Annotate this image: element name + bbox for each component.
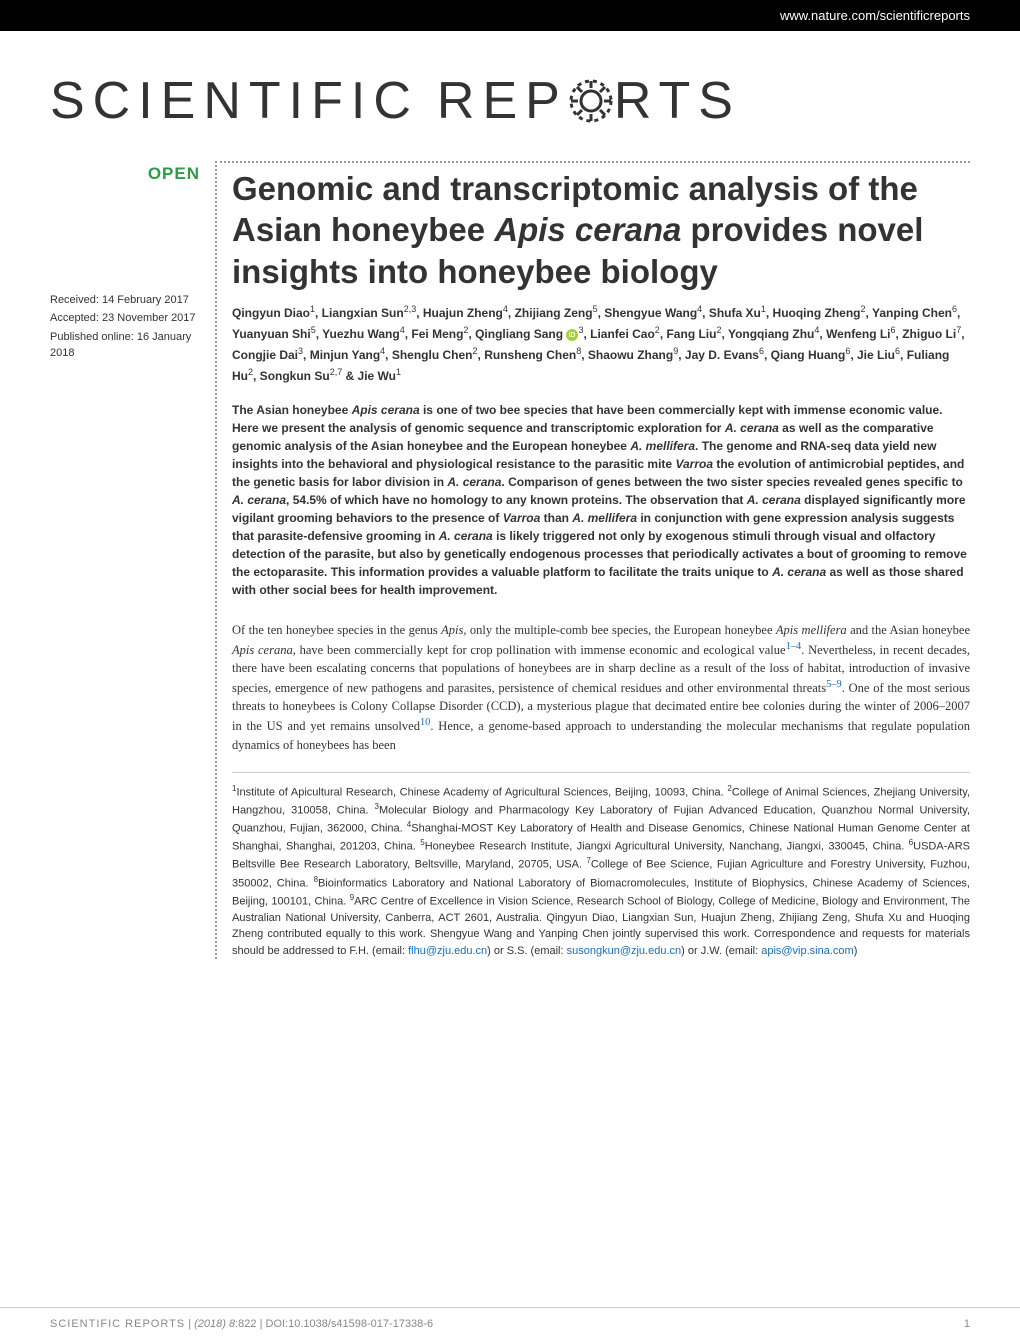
logo-text-2: REP bbox=[437, 71, 568, 131]
article-title: Genomic and transcriptomic analysis of t… bbox=[232, 168, 970, 292]
logo-text-1: SCIENTIFIC bbox=[50, 71, 419, 131]
journal-url-link[interactable]: www.nature.com/scientificreports bbox=[780, 8, 970, 23]
accepted-date: Accepted: 23 November 2017 bbox=[50, 310, 200, 327]
author-list: Qingyun Diao1, Liangxian Sun2,3, Huajun … bbox=[232, 302, 970, 387]
open-access-badge: OPEN bbox=[50, 161, 200, 187]
orcid-icon bbox=[566, 329, 578, 341]
title-species: Apis cerana bbox=[494, 211, 681, 248]
footer-journal-name: SCIENTIFIC REPORTS bbox=[50, 1318, 185, 1330]
footer-citation: SCIENTIFIC REPORTS | (2018) 8:822 | DOI:… bbox=[50, 1318, 433, 1330]
abstract: The Asian honeybee Apis cerana is one of… bbox=[232, 401, 970, 599]
page-number: 1 bbox=[964, 1318, 970, 1330]
main-column: Genomic and transcriptomic analysis of t… bbox=[215, 161, 970, 959]
footer-doi: | (2018) 8:822 | DOI:10.1038/s41598-017-… bbox=[188, 1318, 433, 1330]
published-date: Published online: 16 January 2018 bbox=[50, 329, 200, 362]
body-paragraph: Of the ten honeybee species in the genus… bbox=[232, 621, 970, 754]
received-date: Received: 14 February 2017 bbox=[50, 292, 200, 309]
header-bar: www.nature.com/scientificreports bbox=[0, 0, 1020, 31]
logo-text-3: RTS bbox=[614, 71, 741, 131]
affiliations: 1Institute of Apicultural Research, Chin… bbox=[232, 772, 970, 960]
gear-icon bbox=[566, 76, 616, 126]
journal-logo: SCIENTIFIC REP RTS bbox=[50, 71, 970, 131]
page-footer: SCIENTIFIC REPORTS | (2018) 8:822 | DOI:… bbox=[0, 1307, 1020, 1340]
left-sidebar: OPEN Received: 14 February 2017 Accepted… bbox=[50, 161, 215, 959]
content-wrap: OPEN Received: 14 February 2017 Accepted… bbox=[0, 161, 1020, 959]
